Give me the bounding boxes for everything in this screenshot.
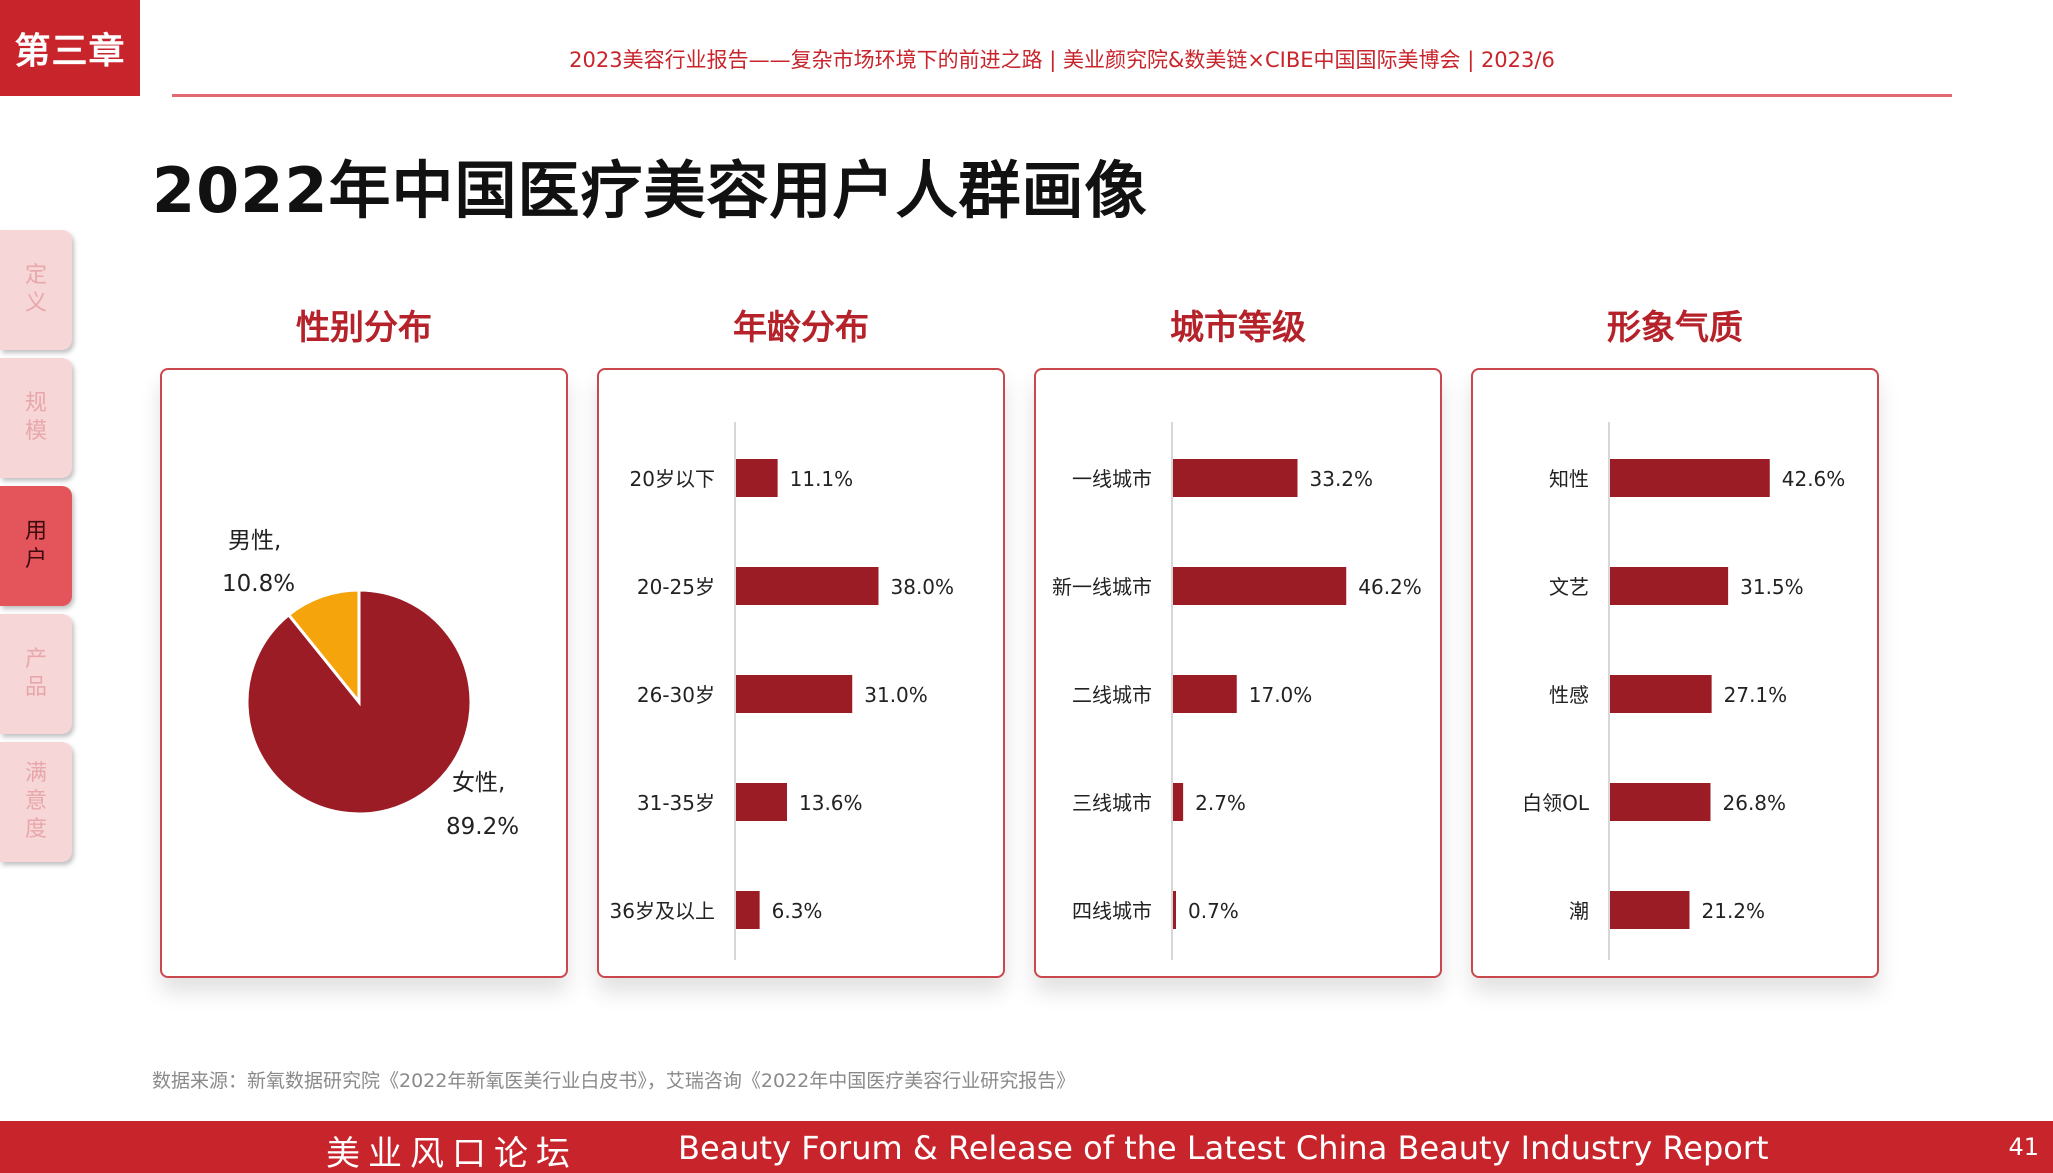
bar <box>1610 783 1711 821</box>
bar <box>736 891 760 929</box>
chapter-badge: 第三章 <box>0 0 140 96</box>
bar <box>1610 675 1712 713</box>
side-tab-label: 定义 <box>24 263 47 316</box>
bar <box>1173 675 1237 713</box>
bar-value-label: 6.3% <box>772 899 823 923</box>
bar-value-label: 13.6% <box>799 791 863 815</box>
age-bar-chart: 20岁以下 11.1% 20-25岁 38.0% 26-30岁 31.0% 31-35岁 13… <box>610 422 955 960</box>
side-tab-label: 满意度 <box>24 761 47 842</box>
category-label: 二线城市 <box>1072 683 1152 707</box>
bar-value-label: 33.2% <box>1310 467 1374 491</box>
bar <box>736 459 778 497</box>
page-title: 2022年中国医疗美容用户人群画像 <box>152 154 1148 227</box>
pie-slice-male <box>286 588 361 707</box>
gender-pie-chart: 男性, 10.8% 女性, 89.2% <box>222 528 519 840</box>
bar-value-label: 0.7% <box>1188 899 1239 923</box>
category-label: 知性 <box>1549 467 1589 491</box>
side-tab-scale[interactable]: 规模 <box>0 358 72 478</box>
data-source-note: 数据来源：新氧数据研究院《2022年新氧医美行业白皮书》，艾瑞咨询《2022年中… <box>152 1070 1076 1092</box>
side-tab-label: 规模 <box>24 391 47 444</box>
city-bar-chart: 一线城市 33.2% 新一线城市 46.2% 二线城市 17.0% 三线城市 2.7% 四线城市… <box>1052 422 1422 960</box>
pie-value-male: 10.8% <box>222 571 295 597</box>
bar <box>1173 459 1298 497</box>
age-bar-panel: 20岁以下 11.1% 20-25岁 38.0% 26-30岁 31.0% 31-35岁 13… <box>597 368 1005 978</box>
bar <box>736 675 853 713</box>
pie-label-male: 男性, <box>228 528 281 554</box>
category-label: 31-35岁 <box>637 791 715 815</box>
side-tab-products[interactable]: 产品 <box>0 614 72 734</box>
image-bar-panel: 知性 42.6% 文艺 31.5% 性感 27.1% 白领OL 26.8% 潮 21.2% <box>1471 368 1879 978</box>
page-number: 41 <box>2008 1133 2039 1161</box>
bar <box>736 783 787 821</box>
report-header: 2023美容行业报告——复杂市场环境下的前进之路 | 美业颜究院&数美链×CIB… <box>569 48 1555 72</box>
bar-value-label: 21.2% <box>1702 899 1766 923</box>
bar-value-label: 17.0% <box>1249 683 1313 707</box>
category-label: 一线城市 <box>1072 467 1152 491</box>
category-label: 潮 <box>1569 899 1589 923</box>
category-label: 20岁以下 <box>630 467 715 491</box>
side-tab-definition[interactable]: 定义 <box>0 230 72 350</box>
bar <box>1173 891 1176 929</box>
gender-chart-title: 性别分布 <box>296 308 432 348</box>
image-chart-title: 形象气质 <box>1607 308 1743 348</box>
footer-bar <box>0 1121 2053 1173</box>
side-tab-satisfaction[interactable]: 满意度 <box>0 742 72 862</box>
bar <box>1610 891 1690 929</box>
bar <box>1610 567 1729 605</box>
header-divider <box>172 94 1952 97</box>
footer-forum-name: 美业风口论坛 <box>326 1134 578 1173</box>
pie-value-female: 89.2% <box>446 814 519 840</box>
gender-pie-panel: 男性, 10.8% 女性, 89.2% <box>160 368 568 978</box>
category-label: 26-30岁 <box>637 683 715 707</box>
bar-value-label: 27.1% <box>1724 683 1788 707</box>
bar <box>1173 567 1347 605</box>
bar-value-label: 26.8% <box>1723 791 1787 815</box>
side-tab-label: 产品 <box>24 647 47 700</box>
category-label: 36岁及以上 <box>610 899 715 923</box>
bar <box>736 567 879 605</box>
bar-value-label: 2.7% <box>1195 791 1246 815</box>
side-tab-label: 用户 <box>24 519 47 572</box>
city-bar-panel: 一线城市 33.2% 新一线城市 46.2% 二线城市 17.0% 三线城市 2.7% 四线城市… <box>1034 368 1442 978</box>
bar-value-label: 11.1% <box>790 467 854 491</box>
bar <box>1173 783 1184 821</box>
bar <box>1610 459 1770 497</box>
category-label: 白领OL <box>1522 791 1590 815</box>
bar-value-label: 46.2% <box>1358 575 1422 599</box>
category-label: 20-25岁 <box>637 575 715 599</box>
age-chart-title: 年龄分布 <box>733 308 869 348</box>
category-label: 文艺 <box>1549 575 1589 599</box>
bar-value-label: 42.6% <box>1782 467 1846 491</box>
category-label: 四线城市 <box>1072 899 1152 923</box>
city-chart-title: 城市等级 <box>1170 308 1306 348</box>
footer-report-title: Beauty Forum & Release of the Latest Chi… <box>678 1129 1769 1167</box>
category-label: 新一线城市 <box>1052 575 1152 599</box>
side-tab-users[interactable]: 用户 <box>0 486 72 606</box>
bar-value-label: 31.5% <box>1740 575 1804 599</box>
bar-value-label: 31.0% <box>864 683 928 707</box>
category-label: 性感 <box>1549 683 1589 707</box>
side-tab-nav: 定义 规模 用户 产品 满意度 <box>0 230 74 870</box>
pie-label-female: 女性, <box>452 770 505 796</box>
bar-value-label: 38.0% <box>891 575 955 599</box>
image-bar-chart: 知性 42.6% 文艺 31.5% 性感 27.1% 白领OL 26.8% 潮 21.2% <box>1522 422 1846 960</box>
category-label: 三线城市 <box>1072 791 1152 815</box>
